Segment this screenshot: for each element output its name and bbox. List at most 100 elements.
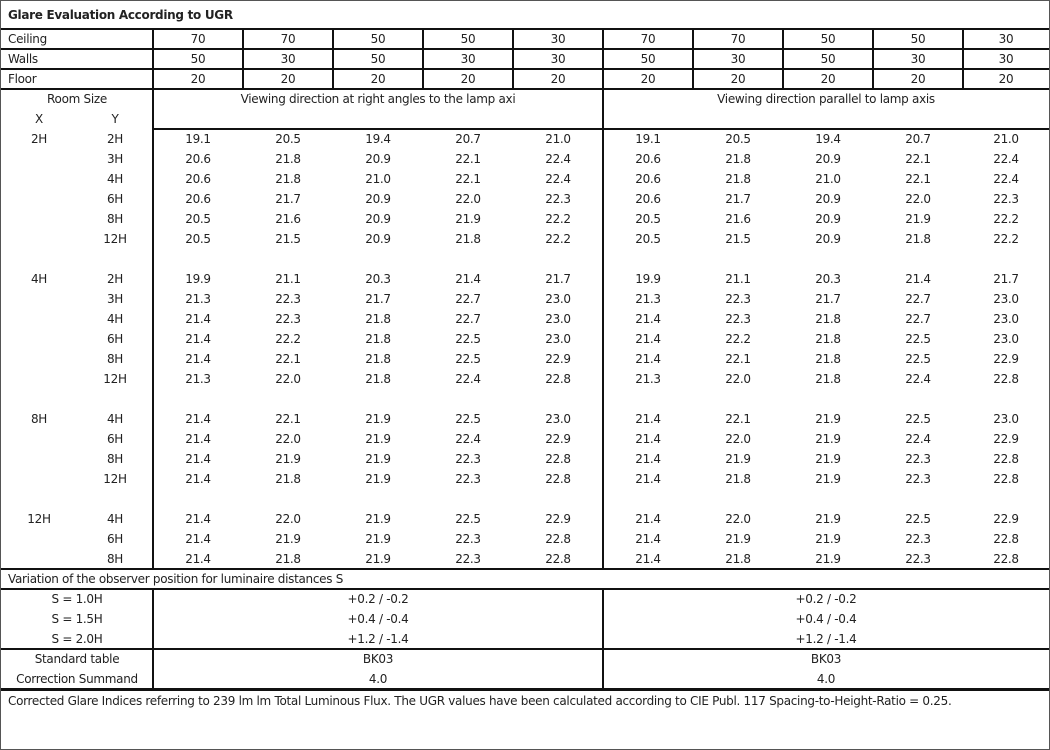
divider [692, 49, 694, 69]
room-y: 6H [106, 192, 124, 206]
reflectance-label: Ceiling [8, 32, 47, 46]
reflectance-value: 20 [820, 72, 836, 86]
ugr-value-right-angles: 20.6 [185, 152, 211, 166]
ugr-value-parallel: 21.4 [635, 312, 661, 326]
ugr-value-right-angles: 22.1 [275, 352, 301, 366]
ugr-value-right-angles: 19.4 [365, 132, 391, 146]
ugr-value-parallel: 21.9 [905, 212, 931, 226]
divider [1, 648, 1049, 650]
ugr-value-parallel: 21.9 [725, 452, 751, 466]
reflectance-value: 20 [910, 72, 926, 86]
ugr-value-parallel: 21.8 [725, 472, 751, 486]
room-y: 3H [106, 292, 124, 306]
ugr-value-right-angles: 22.8 [545, 472, 571, 486]
reflectance-value: 30 [998, 52, 1014, 66]
ugr-value-parallel: 21.8 [815, 352, 841, 366]
divider [242, 69, 244, 89]
ugr-value-right-angles: 21.8 [275, 152, 301, 166]
ugr-value-parallel: 21.7 [993, 272, 1019, 286]
ugr-value-right-angles: 22.3 [455, 552, 481, 566]
ugr-value-parallel: 22.3 [905, 532, 931, 546]
ugr-value-right-angles: 21.8 [275, 172, 301, 186]
ugr-value-parallel: 20.6 [635, 172, 661, 186]
ugr-value-parallel: 21.0 [815, 172, 841, 186]
ugr-value-right-angles: 21.4 [185, 512, 211, 526]
ugr-value-parallel: 21.4 [635, 332, 661, 346]
room-y: 6H [106, 332, 124, 346]
ugr-value-parallel: 22.4 [905, 432, 931, 446]
reflectance-value: 30 [550, 52, 566, 66]
ugr-value-right-angles: 22.9 [545, 432, 571, 446]
divider [602, 69, 604, 89]
divider [602, 49, 604, 69]
ugr-value-right-angles: 21.1 [275, 272, 301, 286]
ugr-value-right-angles: 21.8 [275, 472, 301, 486]
variation-parallel: +1.2 / -1.4 [795, 632, 857, 646]
ugr-value-parallel: 21.8 [725, 172, 751, 186]
ugr-value-right-angles: 22.8 [545, 552, 571, 566]
ugr-value-right-angles: 22.0 [455, 192, 481, 206]
ugr-value-right-angles: 21.4 [185, 332, 211, 346]
reflectance-value: 50 [910, 32, 926, 46]
ugr-value-parallel: 21.6 [725, 212, 751, 226]
divider [152, 589, 154, 689]
ugr-value-right-angles: 22.9 [545, 352, 571, 366]
direction-right-angles-header: Viewing direction at right angles to the… [240, 92, 516, 106]
divider [602, 29, 604, 49]
ugr-value-right-angles: 22.5 [455, 512, 481, 526]
ugr-value-parallel: 19.1 [635, 132, 661, 146]
ugr-value-right-angles: 21.4 [185, 452, 211, 466]
divider [1, 88, 1049, 90]
ugr-value-parallel: 19.4 [815, 132, 841, 146]
ugr-value-right-angles: 21.9 [365, 532, 391, 546]
ugr-value-right-angles: 21.9 [365, 552, 391, 566]
divider [782, 49, 784, 69]
reflectance-value: 20 [370, 72, 386, 86]
ugr-value-right-angles: 22.5 [455, 412, 481, 426]
ugr-value-parallel: 21.3 [635, 292, 661, 306]
x-label: X [35, 112, 43, 126]
ugr-value-parallel: 20.6 [635, 152, 661, 166]
variation-parallel: +0.4 / -0.4 [795, 612, 857, 626]
ugr-value-right-angles: 23.0 [545, 292, 571, 306]
ugr-value-right-angles: 22.3 [455, 472, 481, 486]
reflectance-value: 20 [280, 72, 296, 86]
ugr-value-parallel: 22.8 [993, 532, 1019, 546]
ugr-value-parallel: 21.9 [815, 412, 841, 426]
reflectance-value: 70 [190, 32, 206, 46]
variation-label: S = 1.0H [51, 592, 103, 606]
ugr-value-parallel: 21.8 [815, 372, 841, 386]
room-x: 12H [27, 512, 51, 526]
reflectance-value: 70 [730, 32, 746, 46]
ugr-value-parallel: 20.5 [635, 212, 661, 226]
ugr-value-parallel: 20.7 [905, 132, 931, 146]
ugr-value-right-angles: 21.6 [275, 212, 301, 226]
ugr-value-right-angles: 21.9 [455, 212, 481, 226]
ugr-value-parallel: 21.9 [815, 552, 841, 566]
ugr-value-right-angles: 21.8 [365, 352, 391, 366]
ugr-value-right-angles: 21.9 [365, 452, 391, 466]
divider [962, 49, 964, 69]
ugr-value-parallel: 20.9 [815, 232, 841, 246]
ugr-value-right-angles: 22.7 [455, 312, 481, 326]
ugr-value-right-angles: 21.8 [455, 232, 481, 246]
reflectance-value: 50 [190, 52, 206, 66]
room-y: 4H [106, 412, 124, 426]
reflectance-value: 30 [280, 52, 296, 66]
ugr-value-right-angles: 20.9 [365, 152, 391, 166]
room-y: 12H [103, 232, 127, 246]
ugr-value-parallel: 20.5 [635, 232, 661, 246]
ugr-value-parallel: 21.4 [635, 412, 661, 426]
ugr-value-right-angles: 22.1 [455, 152, 481, 166]
room-y: 2H [106, 272, 124, 286]
room-y: 3H [106, 152, 124, 166]
ugr-value-right-angles: 22.0 [275, 432, 301, 446]
ugr-value-right-angles: 21.9 [365, 432, 391, 446]
ugr-value-right-angles: 21.9 [365, 472, 391, 486]
direction-parallel-header: Viewing direction parallel to lamp axis [717, 92, 935, 106]
ugr-value-right-angles: 21.5 [275, 232, 301, 246]
ugr-value-parallel: 23.0 [993, 412, 1019, 426]
divider [422, 29, 424, 49]
ugr-value-parallel: 21.9 [815, 432, 841, 446]
